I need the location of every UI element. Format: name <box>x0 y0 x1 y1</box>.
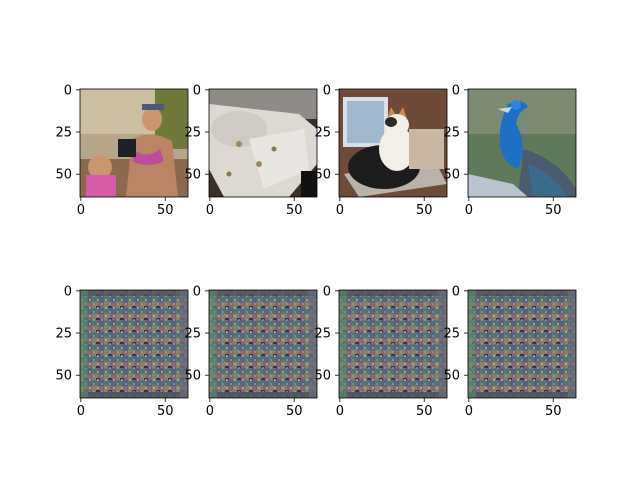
x-tick-label: 50 <box>545 203 562 218</box>
peacock-photo <box>468 89 576 197</box>
x-tick-label: 50 <box>416 203 433 218</box>
x-tick-label: 0 <box>336 203 344 218</box>
y-tick-label: 50 <box>314 369 331 384</box>
subplot-grid: 0 50 0 25 50 0 50 0 25 50 0 50 0 25 50 0 50 0 25 50 0 50 0 25 50… <box>55 83 577 419</box>
subplot-0-3: 0 50 0 25 50 <box>443 83 577 218</box>
x-tick-label: 0 <box>206 203 214 218</box>
axes-frame <box>79 289 189 399</box>
y-tick-label: 50 <box>184 168 201 183</box>
cat-on-laptop-photo <box>339 89 447 197</box>
plates-and-napkin-photo <box>209 89 317 197</box>
subplot-1-0: 0 50 0 25 50 <box>55 284 189 419</box>
y-tick-label: 0 <box>452 284 460 299</box>
y-tick-label: 25 <box>314 126 331 141</box>
x-tick-label: 0 <box>206 404 214 419</box>
x-tick-label: 0 <box>77 203 85 218</box>
x-tick-label: 50 <box>286 203 303 218</box>
y-tick-label: 0 <box>452 83 460 98</box>
y-tick-label: 50 <box>184 369 201 384</box>
axes-frame <box>467 88 577 198</box>
subplot-0-0: 0 50 0 25 50 <box>55 83 189 218</box>
subplot-0-2: 0 50 0 25 50 <box>314 83 448 218</box>
y-tick-label: 0 <box>323 83 331 98</box>
y-tick-label: 0 <box>193 83 201 98</box>
y-tick-label: 0 <box>64 284 72 299</box>
x-tick-label: 50 <box>545 404 562 419</box>
axes-frame <box>208 289 318 399</box>
x-tick-label: 0 <box>77 404 85 419</box>
person-holding-camera-photo <box>80 89 188 197</box>
subplot-1-1: 0 50 0 25 50 <box>184 284 318 419</box>
noisy-generated-pattern <box>468 290 576 398</box>
y-tick-label: 25 <box>184 126 201 141</box>
x-tick-label: 0 <box>465 203 473 218</box>
y-tick-label: 25 <box>314 327 331 342</box>
y-tick-label: 25 <box>443 327 460 342</box>
x-tick-label: 0 <box>336 404 344 419</box>
y-tick-label: 0 <box>64 83 72 98</box>
y-tick-label: 25 <box>55 327 72 342</box>
x-tick-label: 50 <box>157 203 174 218</box>
y-tick-label: 50 <box>55 369 72 384</box>
y-tick-label: 50 <box>443 168 460 183</box>
subplot-0-1: 0 50 0 25 50 <box>184 83 318 218</box>
noisy-generated-pattern <box>80 290 188 398</box>
y-tick-label: 25 <box>443 126 460 141</box>
x-tick-label: 0 <box>465 404 473 419</box>
y-tick-label: 0 <box>193 284 201 299</box>
y-tick-label: 50 <box>314 168 331 183</box>
axes-frame <box>338 289 448 399</box>
noisy-generated-pattern <box>339 290 447 398</box>
subplot-1-3: 0 50 0 25 50 <box>443 284 577 419</box>
y-tick-label: 0 <box>323 284 331 299</box>
axes-frame <box>467 289 577 399</box>
axes-frame <box>208 88 318 198</box>
y-tick-label: 50 <box>443 369 460 384</box>
axes-frame <box>79 88 189 198</box>
noisy-generated-pattern <box>209 290 317 398</box>
subplot-1-2: 0 50 0 25 50 <box>314 284 448 419</box>
y-tick-label: 25 <box>55 126 72 141</box>
x-tick-label: 50 <box>157 404 174 419</box>
x-tick-label: 50 <box>286 404 303 419</box>
x-tick-label: 50 <box>416 404 433 419</box>
y-tick-label: 50 <box>55 168 72 183</box>
axes-frame <box>338 88 448 198</box>
y-tick-label: 25 <box>184 327 201 342</box>
